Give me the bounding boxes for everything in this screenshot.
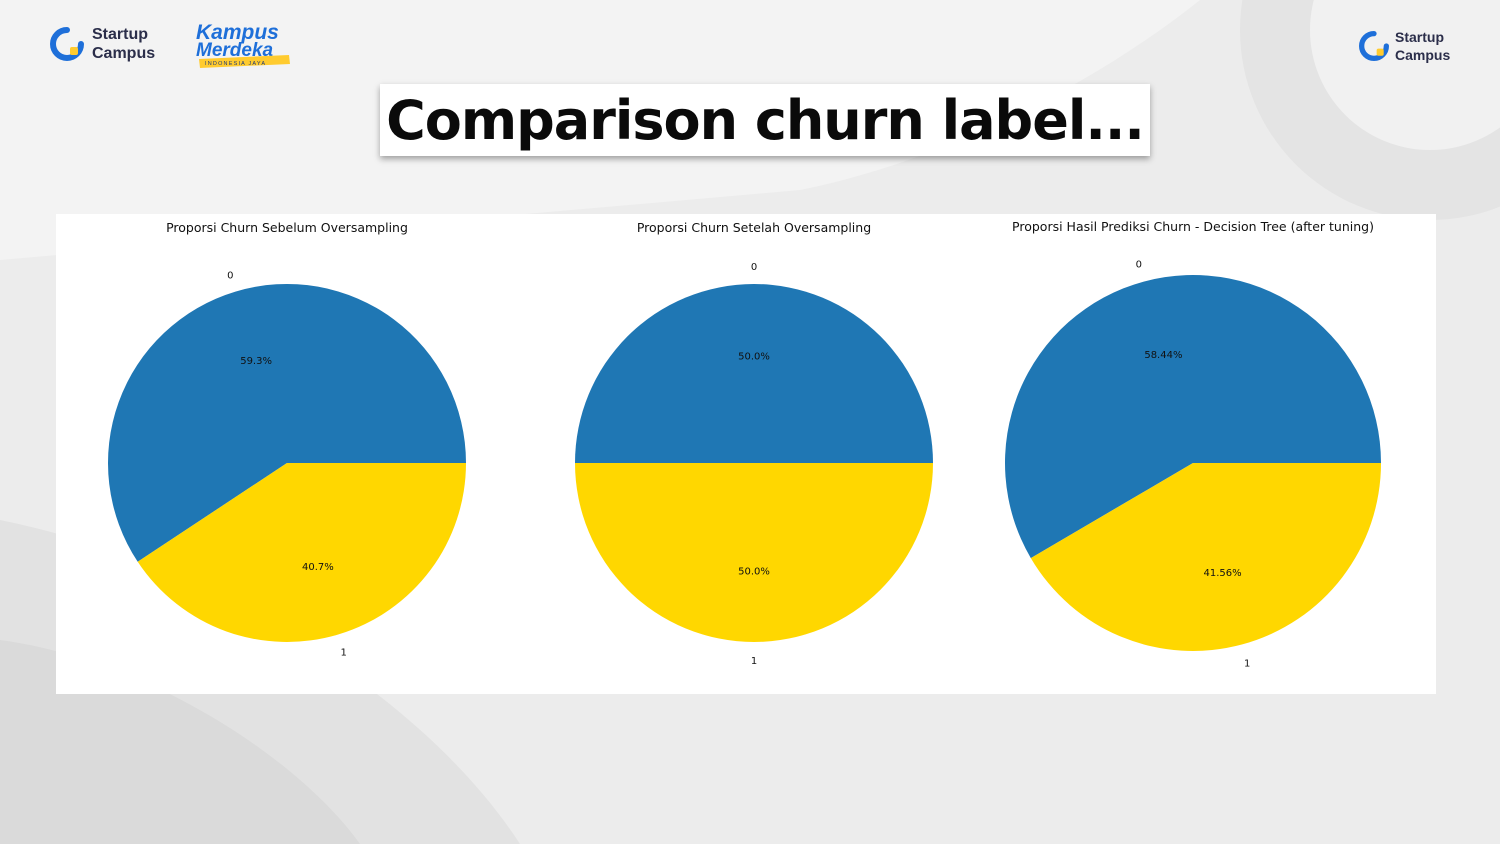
slice-category-label: 1 bbox=[1244, 659, 1250, 670]
slide-title: Comparison churn label... bbox=[386, 88, 1145, 152]
pie-slice-1 bbox=[137, 463, 466, 642]
merdeka-text: Merdeka bbox=[196, 40, 274, 61]
slice-percent-label: 50.0% bbox=[738, 352, 770, 363]
brand-line-2: Campus bbox=[92, 45, 156, 62]
slice-category-label: 0 bbox=[1136, 259, 1142, 270]
slice-category-label: 0 bbox=[227, 270, 233, 281]
indonesia-jaya-text: INDONESIA JAYA bbox=[205, 61, 266, 67]
brand-line-1: Startup bbox=[92, 26, 148, 43]
pie-slice-1 bbox=[575, 463, 933, 642]
slice-category-label: 0 bbox=[751, 262, 757, 273]
slice-percent-label: 58.44% bbox=[1144, 350, 1182, 361]
slice-category-label: 1 bbox=[341, 648, 347, 659]
pie-chart-2: Proporsi Churn Setelah Oversampling 50.0%… bbox=[575, 220, 933, 667]
pie-chart-3: Proporsi Hasil Prediksi Churn - Decision… bbox=[1005, 219, 1381, 670]
brand-line-2: Campus bbox=[1395, 47, 1451, 63]
chart-title: Proporsi Churn Sebelum Oversampling bbox=[166, 220, 408, 235]
pie-slice-0 bbox=[575, 284, 933, 463]
slice-percent-label: 50.0% bbox=[738, 566, 770, 577]
chart-title: Proporsi Churn Setelah Oversampling bbox=[637, 220, 871, 235]
pie-slice-0 bbox=[1005, 275, 1381, 559]
kampus-text: Kampus bbox=[196, 21, 279, 44]
startup-campus-logo: Startup Campus bbox=[50, 25, 155, 63]
pie-charts: Proporsi Churn Sebelum Oversampling 59.3%… bbox=[107, 219, 1381, 670]
slice-percent-label: 40.7% bbox=[302, 562, 334, 573]
startup-campus-logo-right: Startup Campus bbox=[1359, 28, 1450, 64]
slide-title-box: Comparison churn label... bbox=[380, 84, 1150, 156]
slice-percent-label: 59.3% bbox=[240, 356, 272, 367]
startup-campus-logo-icon bbox=[50, 27, 84, 61]
brand-line-1: Startup bbox=[1395, 29, 1444, 45]
pie-slice-0 bbox=[107, 283, 466, 562]
charts-panel: Proporsi Churn Sebelum Oversampling 59.3%… bbox=[56, 214, 1436, 694]
pie-chart-1: Proporsi Churn Sebelum Oversampling 59.3%… bbox=[107, 220, 466, 659]
slice-percent-label: 41.56% bbox=[1204, 568, 1242, 579]
startup-campus-logo-icon bbox=[1359, 31, 1389, 61]
pie-slice-1 bbox=[1030, 463, 1381, 652]
chart-title: Proporsi Hasil Prediksi Churn - Decision… bbox=[1012, 219, 1374, 234]
slice-category-label: 1 bbox=[751, 656, 757, 667]
kampus-merdeka-logo: Kampus Merdeka INDONESIA JAYA bbox=[196, 21, 290, 68]
